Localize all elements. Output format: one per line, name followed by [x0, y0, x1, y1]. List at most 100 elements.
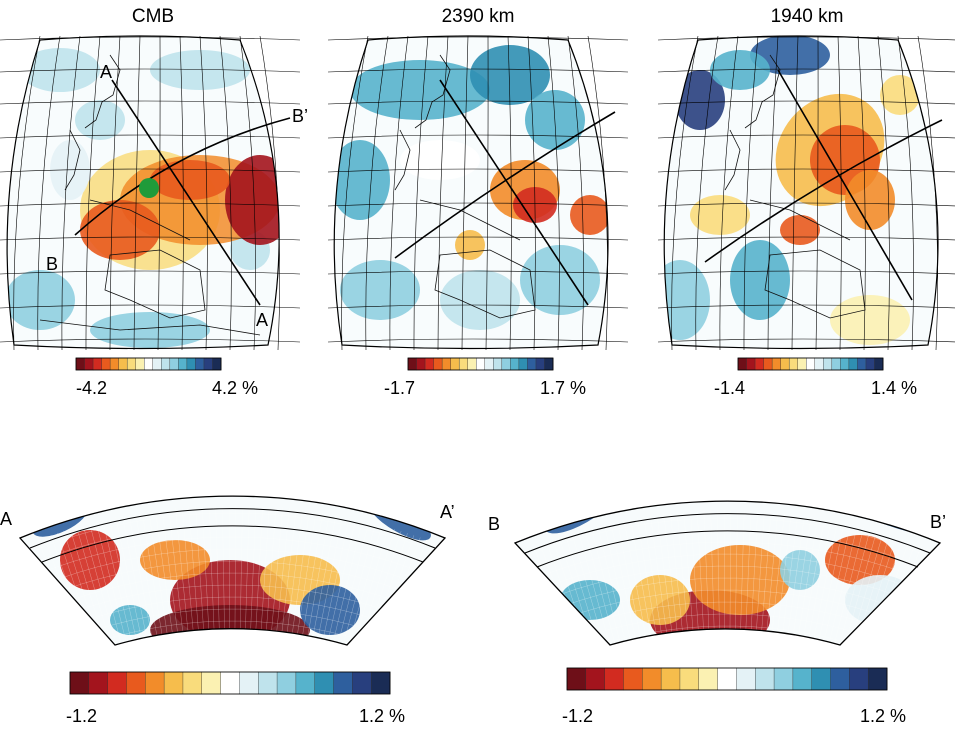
colorbar-swatch: [186, 357, 196, 371]
mesh-line: [552, 537, 597, 645]
graticule-line: [365, 35, 389, 351]
mesh-line: [927, 578, 940, 645]
map-panel-2390: [327, 35, 629, 351]
graticule-line: [547, 35, 560, 351]
graticule-line: [0, 338, 301, 343]
mesh-line: [450, 587, 523, 707]
graticule-line: [0, 236, 301, 241]
mesh-line: [115, 517, 145, 645]
colorbar-swatch: [352, 671, 372, 695]
mesh-line: [20, 512, 445, 633]
anomaly-patch: [400, 140, 480, 180]
colorbar-swatch: [407, 357, 418, 371]
mesh-line: [936, 584, 940, 645]
colorbar-1940-max: 1.4 %: [871, 378, 917, 398]
colorbar-swatch: [182, 671, 203, 695]
section-label-a: A: [0, 509, 12, 529]
colorbar-swatch: [848, 357, 858, 371]
graticule-line: [0, 304, 301, 309]
anomaly-patch: [225, 155, 280, 245]
mesh-line: [676, 512, 690, 645]
colorbar-swatch: [433, 357, 443, 371]
mesh-line: [459, 594, 535, 712]
mesh-line: [408, 609, 488, 724]
colorbar-swatch: [195, 357, 205, 371]
mesh-line: [590, 526, 626, 645]
graticule-line: [437, 35, 449, 351]
mesh-line: [623, 519, 650, 645]
graticule-line: [239, 35, 256, 351]
mesh-line: [175, 507, 190, 645]
colorbar-swatch: [746, 357, 756, 371]
graticule-line: [179, 35, 184, 351]
colorbar-swatch: [295, 671, 316, 695]
colorbar-swatch: [201, 671, 222, 695]
mesh-line: [759, 511, 772, 645]
profile-line-aa: [439, 79, 589, 306]
mesh-line: [515, 613, 940, 645]
mesh-line: [723, 510, 726, 645]
colorbar-2390-min: -1.7: [384, 378, 415, 398]
colorbar-swatch: [737, 357, 748, 371]
mesh-line: [274, 507, 290, 645]
mesh-line: [848, 534, 890, 645]
mesh-line: [155, 510, 175, 645]
mesh-line: [769, 512, 785, 645]
mesh-line: [636, 517, 660, 645]
anomaly-patch: [61, 496, 119, 504]
mesh-line: [410, 557, 445, 645]
graticule-line: [85, 35, 101, 351]
mesh-line: [314, 515, 343, 645]
mesh-line: [441, 579, 445, 645]
colorbar-swatch: [642, 667, 662, 691]
graticule-line: [657, 338, 955, 343]
colorbar-swatch: [109, 357, 120, 371]
graticule-line: [527, 35, 536, 351]
mesh-line: [729, 510, 732, 645]
graticule-line: [327, 338, 629, 343]
anomaly-patch: [710, 50, 770, 90]
mesh-line: [239, 505, 243, 645]
velocity-anomaly-field: [664, 36, 920, 345]
colorbar-swatch: [830, 667, 850, 691]
anomaly-patch: [75, 100, 125, 140]
location-marker: [139, 178, 159, 198]
mesh-line: [564, 533, 606, 645]
mesh-line: [488, 621, 573, 727]
colorbar-swatch: [484, 357, 494, 371]
colorbar-1940-min: -1.4: [714, 378, 745, 398]
anomaly-patch: [570, 195, 608, 235]
colorbar-swatch: [717, 667, 737, 691]
mesh-line: [0, 590, 10, 709]
mesh-line: [403, 613, 484, 727]
mesh-line: [442, 588, 513, 709]
mesh-line: [455, 590, 529, 709]
colorbar-2390: [407, 357, 554, 371]
colorbar-swatch: [857, 357, 867, 371]
mesh-line: [259, 506, 270, 645]
colorbar-swatch: [510, 357, 520, 371]
mesh-line: [423, 566, 445, 645]
graticule-line: [507, 35, 512, 351]
mesh-line: [202, 505, 210, 645]
mesh-line: [779, 514, 799, 645]
mesh-line: [428, 569, 445, 645]
profile-label-a-end: A: [256, 310, 268, 330]
graticule-line: [657, 36, 955, 41]
anomaly-patch: [825, 535, 895, 585]
colorbar-swatch: [144, 357, 154, 371]
mesh-line: [515, 577, 527, 645]
mesh-line: [749, 510, 758, 645]
mesh-line: [824, 525, 858, 645]
colorbar-bb-max: 1.2 %: [860, 706, 906, 726]
colorbar-swatch: [145, 671, 165, 695]
anomaly-patch: [334, 140, 390, 220]
mesh-line: [20, 560, 445, 645]
mesh-line: [515, 565, 545, 645]
graticule-line: [657, 100, 955, 105]
colorbar-swatch: [660, 667, 681, 691]
anomaly-patch: [455, 230, 485, 260]
graticule-line: [657, 168, 955, 173]
colorbar-swatch: [101, 357, 111, 371]
mesh-line: [515, 517, 940, 638]
